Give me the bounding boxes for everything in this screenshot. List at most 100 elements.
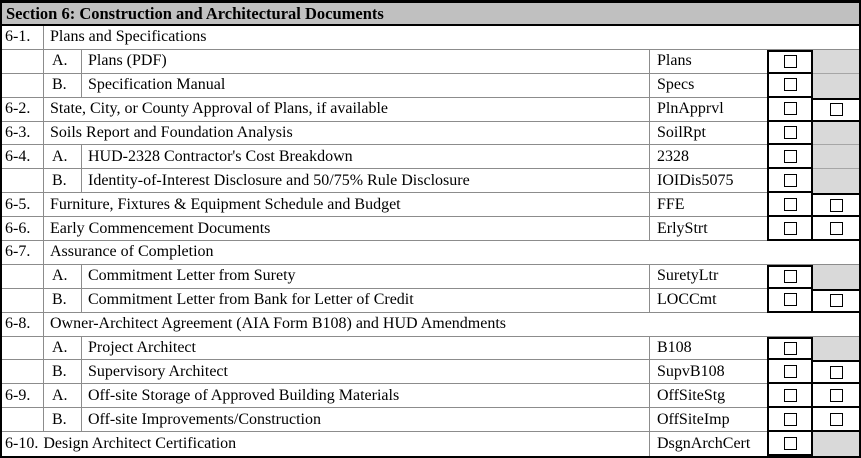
row-number bbox=[2, 49, 44, 74]
checkbox[interactable] bbox=[829, 294, 843, 308]
row-letter: A. bbox=[44, 384, 82, 409]
checkbox[interactable] bbox=[783, 364, 797, 378]
row-number: 6-7. bbox=[2, 241, 44, 265]
row-letter: B. bbox=[44, 169, 82, 194]
checkbox-cell bbox=[767, 193, 813, 218]
checkbox[interactable] bbox=[783, 270, 797, 284]
checkbox[interactable] bbox=[829, 103, 843, 117]
doc-code: OffSiteStg bbox=[649, 384, 767, 409]
table-row: 6-4. A. HUD-2328 Contractor's Cost Breakdo… bbox=[2, 145, 859, 170]
row-letter: B. bbox=[44, 288, 82, 313]
checkbox-cell bbox=[813, 193, 859, 218]
table-row: 6-8. Owner-Architect Agreement (AIA Form … bbox=[2, 312, 859, 337]
row-description: Off-site Storage of Approved Building Ma… bbox=[82, 384, 649, 409]
checkbox[interactable] bbox=[783, 126, 797, 139]
checkbox[interactable] bbox=[829, 198, 843, 212]
row-number bbox=[2, 73, 44, 98]
checkbox[interactable] bbox=[829, 412, 843, 426]
checkbox[interactable] bbox=[783, 55, 797, 69]
checkbox[interactable] bbox=[783, 221, 797, 235]
row-description: Commitment Letter from Surety bbox=[82, 265, 649, 289]
row-number bbox=[2, 169, 44, 194]
checkbox[interactable] bbox=[783, 342, 797, 356]
table-row: A. Commitment Letter from Surety SuretyLtr bbox=[2, 264, 859, 289]
checkbox[interactable] bbox=[783, 102, 797, 116]
doc-code: SupvB108 bbox=[649, 360, 767, 385]
row-description: Early Commencement Documents bbox=[44, 217, 649, 242]
checkbox-cell bbox=[813, 360, 859, 385]
row-number: 6-1. bbox=[2, 26, 44, 50]
checkbox-cell bbox=[767, 97, 813, 122]
row-description: 6-10. Design Architect Certification bbox=[2, 432, 649, 456]
checkbox[interactable] bbox=[829, 221, 843, 235]
shaded-cell bbox=[813, 432, 859, 457]
doc-code: LOCCmt bbox=[649, 288, 767, 313]
checkbox[interactable] bbox=[829, 365, 843, 379]
shaded-cell bbox=[813, 264, 859, 289]
checkbox[interactable] bbox=[783, 388, 797, 402]
table-row: 6-6. Early Commencement Documents ErlyStrt bbox=[2, 217, 859, 242]
table-row: 6-3. Soils Report and Foundation Analysis… bbox=[2, 121, 859, 146]
row-description: Assurance of Completion bbox=[44, 241, 859, 265]
row-letter: B. bbox=[44, 408, 82, 433]
table-row: B. Supervisory Architect SupvB108 bbox=[2, 360, 859, 385]
checkbox-cell bbox=[767, 432, 813, 457]
row-letter: B. bbox=[44, 73, 82, 98]
table-row: A. Plans (PDF) Plans bbox=[2, 49, 859, 74]
checkbox-cell bbox=[813, 408, 859, 433]
checkbox-cell bbox=[767, 408, 813, 433]
table-row: 6-7. Assurance of Completion bbox=[2, 241, 859, 265]
row-description: Off-site Improvements/Construction bbox=[82, 408, 649, 433]
table-row: B. Specification Manual Specs bbox=[2, 73, 859, 98]
row-description: Supervisory Architect bbox=[82, 360, 649, 385]
row-description: State, City, or County Approval of Plans… bbox=[44, 98, 649, 122]
row-number: 6-8. bbox=[2, 312, 44, 337]
checkbox[interactable] bbox=[783, 412, 797, 426]
row-description: Commitment Letter from Bank for Letter o… bbox=[82, 289, 649, 313]
checkbox[interactable] bbox=[783, 78, 797, 92]
table-row: 6-9. A. Off-site Storage of Approved Build… bbox=[2, 384, 859, 409]
doc-code: Specs bbox=[649, 73, 767, 98]
doc-code: IOIDis5075 bbox=[649, 169, 767, 194]
checkbox[interactable] bbox=[783, 436, 797, 450]
checkbox[interactable] bbox=[783, 197, 797, 211]
checkbox-cell bbox=[767, 73, 813, 98]
shaded-cell bbox=[813, 49, 859, 74]
row-letter: A. bbox=[44, 145, 82, 170]
row-number: 6-3. bbox=[2, 121, 44, 146]
row-number bbox=[2, 264, 44, 289]
doc-code: ErlyStrt bbox=[649, 217, 767, 242]
row-number: 6-6. bbox=[2, 217, 44, 242]
shaded-cell bbox=[813, 121, 859, 146]
row-number: 6-5. bbox=[2, 193, 44, 218]
checkbox-cell bbox=[767, 49, 813, 74]
row-number: 6-9. bbox=[2, 384, 44, 409]
checkbox-cell bbox=[813, 97, 859, 122]
table-row: 6-2. State, City, or County Approval of P… bbox=[2, 97, 859, 122]
checkbox[interactable] bbox=[783, 173, 797, 187]
checkbox[interactable] bbox=[783, 293, 797, 307]
checkbox-cell bbox=[767, 336, 813, 361]
row-letter: B. bbox=[44, 360, 82, 385]
doc-code: Plans bbox=[649, 49, 767, 74]
checkbox-cell bbox=[767, 360, 813, 385]
checkbox-cell bbox=[813, 217, 859, 242]
checkbox-cell bbox=[767, 217, 813, 242]
row-description: Identity-of-Interest Disclosure and 50/7… bbox=[82, 169, 649, 194]
checkbox-cell bbox=[767, 288, 813, 313]
table-row: B. Commitment Letter from Bank for Letter… bbox=[2, 288, 859, 313]
checkbox-cell bbox=[767, 145, 813, 170]
doc-code: 2328 bbox=[649, 145, 767, 170]
checkbox-cell bbox=[767, 121, 813, 146]
table-row: 6-10. Design Architect Certification DsgnA… bbox=[2, 432, 859, 457]
doc-code: B108 bbox=[649, 336, 767, 361]
checkbox-cell bbox=[813, 384, 859, 409]
doc-code: OffSiteImp bbox=[649, 408, 767, 433]
checkbox[interactable] bbox=[783, 149, 797, 163]
shaded-cell bbox=[813, 145, 859, 170]
row-description: Owner-Architect Agreement (AIA Form B108… bbox=[44, 313, 859, 337]
row-description: Plans and Specifications bbox=[44, 26, 859, 50]
row-number: 6-4. bbox=[2, 145, 44, 170]
checkbox[interactable] bbox=[829, 388, 843, 402]
